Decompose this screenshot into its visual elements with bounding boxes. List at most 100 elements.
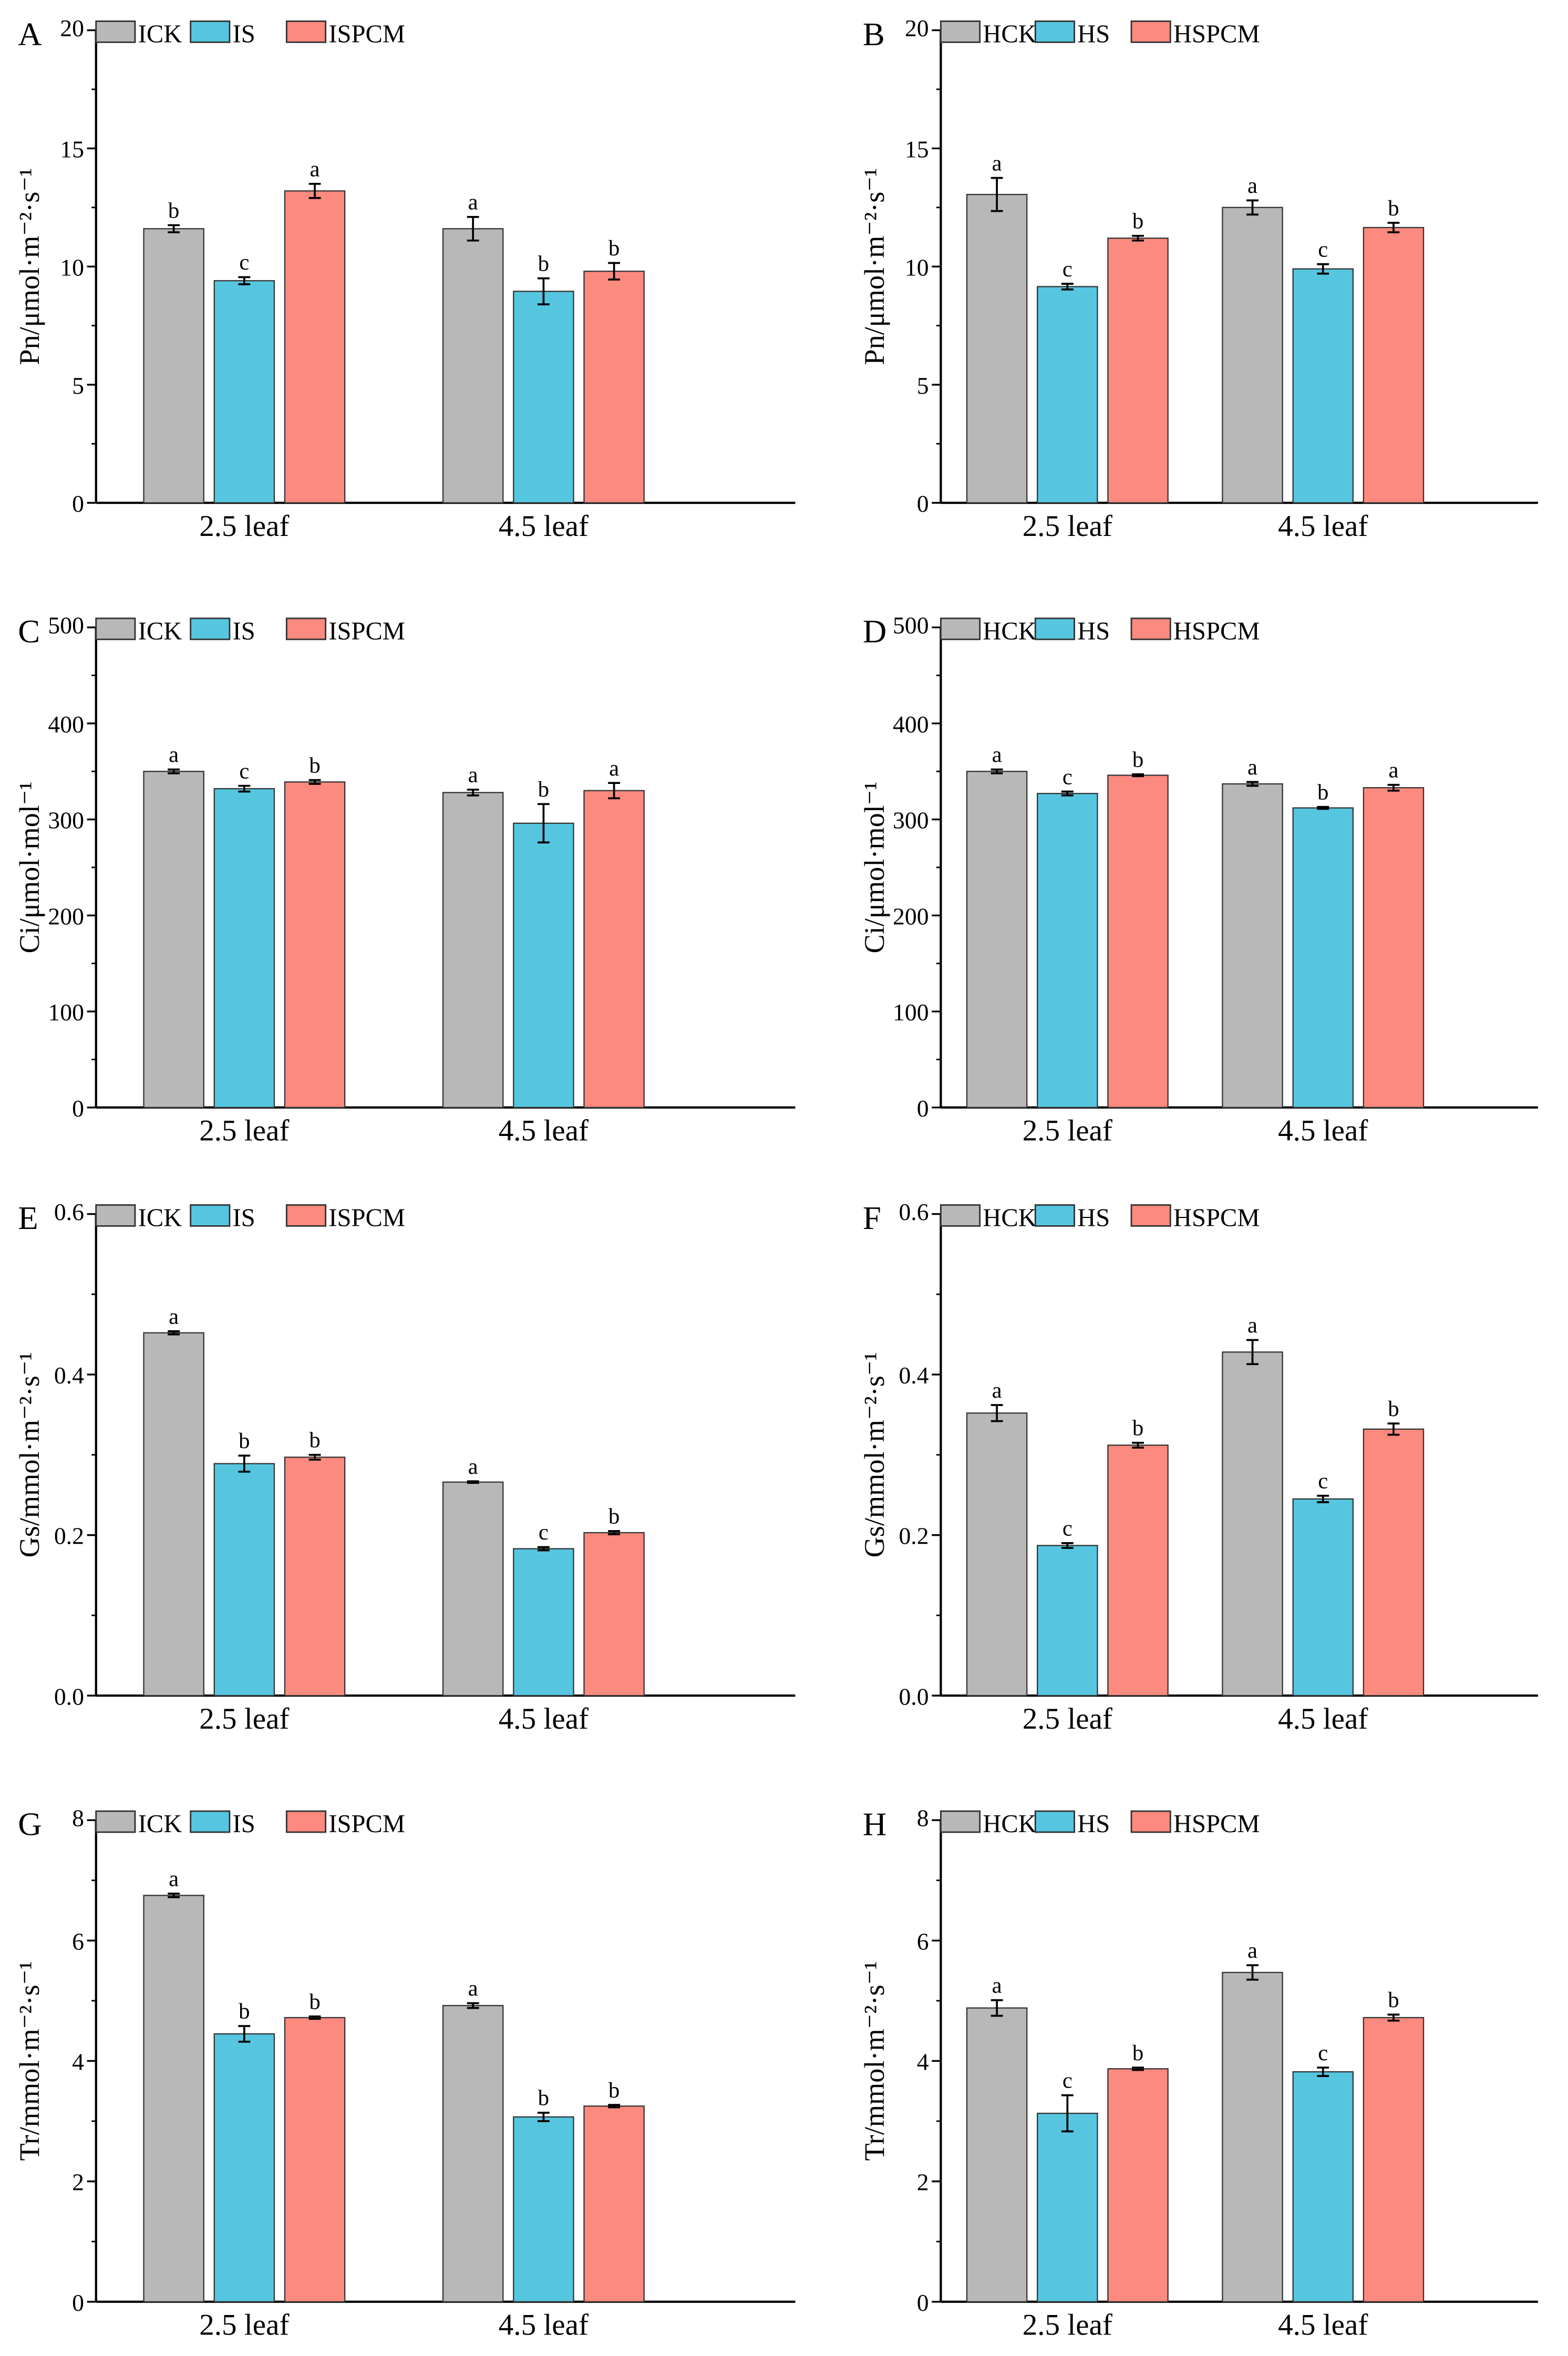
- y-tick-label: 100: [48, 999, 84, 1026]
- significance-letter: c: [1318, 2041, 1328, 2065]
- bar-hs: [1037, 793, 1098, 1108]
- bar-ispcm: [583, 2105, 645, 2302]
- y-tick-label: 0.6: [899, 1198, 929, 1225]
- legend-label: ISPCM: [328, 20, 405, 48]
- bar-ick: [442, 792, 504, 1108]
- bar-hck: [966, 1412, 1028, 1697]
- panel-letter: C: [18, 613, 40, 650]
- legend-swatch-hck: [940, 20, 981, 43]
- significance-letter: b: [1132, 1416, 1143, 1441]
- bar-ick: [143, 1332, 204, 1697]
- legend-swatch-ispcm: [285, 1204, 327, 1227]
- bar-hs: [1292, 2071, 1354, 2302]
- chart-panel-e: E 0.0 0.2 0.4 0.6 Gs/mmol·m⁻²·s⁻¹ 2.5 leaf a b b 4…: [14, 1198, 796, 1735]
- error-bar: [168, 768, 180, 774]
- significance-letter: b: [309, 1428, 320, 1453]
- bar-hs: [1037, 2113, 1098, 2302]
- legend-swatch-is: [190, 1204, 231, 1227]
- error-bar: [467, 2002, 479, 2009]
- y-tick-label: 2: [917, 2169, 929, 2196]
- error-bar: [1317, 2066, 1329, 2077]
- significance-letter: b: [1317, 780, 1328, 804]
- legend-label: IS: [233, 1204, 255, 1232]
- significance-letter: c: [1062, 764, 1072, 789]
- y-tick-label: 0.6: [54, 1198, 84, 1225]
- bar-hck: [1222, 783, 1283, 1108]
- bar-hs: [1292, 807, 1354, 1108]
- y-tick-label: 5: [917, 372, 929, 399]
- significance-letter: a: [1247, 1938, 1257, 1963]
- error-bar: [991, 177, 1003, 212]
- significance-letter: c: [1318, 237, 1328, 262]
- bar-hs: [1292, 1498, 1354, 1697]
- significance-letter: a: [468, 1454, 478, 1479]
- x-tick-label: 4.5 leaf: [499, 2309, 589, 2342]
- legend-swatch-ick: [95, 1810, 136, 1833]
- error-bar: [1132, 1442, 1144, 1449]
- legend-label: HSPCM: [1173, 1810, 1260, 1838]
- bar-ick: [143, 771, 204, 1108]
- significance-letter: a: [468, 190, 478, 215]
- legend-swatch-hspcm: [1130, 20, 1171, 43]
- significance-letter: c: [1062, 257, 1072, 282]
- error-bar: [238, 1454, 251, 1473]
- x-tick-label: 4.5 leaf: [1278, 510, 1368, 543]
- bar-ick: [442, 2004, 504, 2302]
- bar-hck: [1222, 1971, 1283, 2302]
- significance-letter: b: [239, 1429, 250, 1453]
- bar-is: [513, 2116, 574, 2302]
- y-tick-label: 0: [917, 1095, 929, 1122]
- significance-letter: a: [468, 1976, 478, 2001]
- y-tick-label: 400: [48, 711, 84, 738]
- bar-hck: [1222, 206, 1283, 504]
- y-axis-label: Gs/mmol·m⁻²·s⁻¹: [14, 1352, 45, 1557]
- significance-letter: a: [310, 157, 320, 182]
- x-tick-label: 4.5 leaf: [1278, 1702, 1368, 1735]
- legend-label: HCK: [983, 1204, 1036, 1232]
- bar-hs: [1037, 286, 1098, 504]
- chart-panel-h: H 0 2 4 6 8 Tr/mmol·m⁻²·s⁻¹ 2.5 leaf a c b 4.5 leaf…: [859, 1805, 1538, 2342]
- x-tick-label: 2.5 leaf: [199, 1702, 290, 1735]
- error-bar: [608, 262, 621, 281]
- y-tick-label: 8: [72, 1805, 84, 1832]
- y-tick-label: 4: [917, 2049, 929, 2075]
- y-tick-label: 0: [72, 1095, 84, 1122]
- significance-letter: b: [538, 251, 549, 276]
- significance-letter: a: [1247, 1313, 1257, 1338]
- x-tick-label: 2.5 leaf: [199, 2309, 290, 2342]
- significance-letter: a: [1247, 173, 1257, 198]
- significance-letter: b: [538, 2086, 549, 2111]
- panel-letter: E: [18, 1200, 38, 1236]
- y-axis-label: Ci/μmol·mol⁻¹: [859, 781, 890, 953]
- significance-letter: c: [1062, 1516, 1072, 1541]
- legend-swatch-hck: [940, 1204, 981, 1227]
- error-bar: [537, 2112, 550, 2122]
- legend-label: HS: [1077, 20, 1110, 48]
- legend-swatch-hck: [940, 617, 981, 640]
- significance-letter: b: [239, 1999, 250, 2024]
- bar-is: [213, 2033, 275, 2302]
- bar-hspcm: [1363, 226, 1425, 504]
- legend-label: HCK: [983, 617, 1036, 645]
- legend-label: ICK: [138, 617, 182, 645]
- x-tick-label: 2.5 leaf: [199, 510, 290, 543]
- error-bar: [1061, 283, 1074, 291]
- error-bar: [1387, 783, 1400, 792]
- legend-swatch-is: [190, 1810, 231, 1833]
- error-bar: [1061, 790, 1074, 797]
- error-bar: [608, 1530, 621, 1535]
- chart-panel-a: A 0 5 10 15 20 Pn/μmol·m⁻²·s⁻¹ 2.5 leaf b c a 4.5 l…: [14, 15, 796, 543]
- legend-label: ICK: [138, 1810, 182, 1838]
- significance-letter: b: [1132, 209, 1143, 234]
- bar-hck: [966, 193, 1028, 504]
- significance-letter: b: [608, 236, 620, 261]
- y-tick-label: 20: [60, 15, 84, 42]
- y-tick-label: 300: [48, 807, 84, 834]
- significance-letter: b: [1132, 2041, 1143, 2065]
- y-tick-label: 6: [917, 1928, 929, 1955]
- y-tick-label: 0: [72, 490, 84, 517]
- legend-label: HS: [1077, 1810, 1110, 1838]
- significance-letter: b: [1132, 747, 1143, 772]
- legend-label: HS: [1077, 1204, 1110, 1232]
